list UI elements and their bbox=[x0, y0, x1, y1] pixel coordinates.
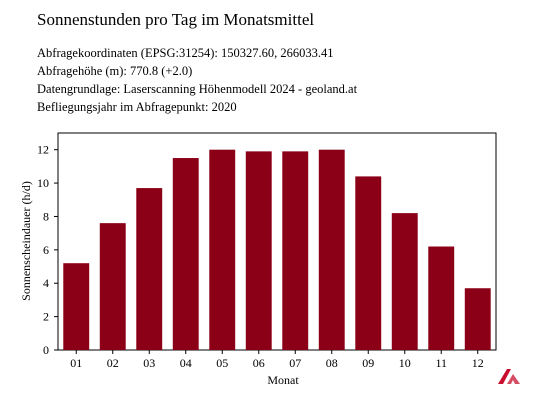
logo-mark-right bbox=[507, 374, 520, 384]
bar-07 bbox=[282, 151, 309, 350]
query-coordinates: Abfragekoordinaten (EPSG:31254): 150327.… bbox=[37, 46, 334, 60]
x-tick-label: 11 bbox=[435, 356, 447, 370]
x-tick-label: 12 bbox=[472, 356, 484, 370]
bar-11 bbox=[428, 246, 455, 350]
bar-02 bbox=[99, 223, 126, 350]
bar-09 bbox=[355, 176, 382, 350]
query-height: Abfragehöhe (m): 770.8 (+2.0) bbox=[37, 64, 193, 78]
logo-icon bbox=[498, 369, 520, 384]
bar-03 bbox=[136, 188, 163, 350]
x-tick-label: 03 bbox=[143, 356, 155, 370]
x-tick-label: 10 bbox=[399, 356, 411, 370]
bar-10 bbox=[391, 213, 418, 350]
y-tick-label: 10 bbox=[37, 176, 49, 190]
y-tick-label: 0 bbox=[43, 343, 49, 357]
y-axis-ticks: 0 2 4 6 8 10 12 bbox=[37, 143, 58, 357]
x-axis-label: Monat bbox=[267, 373, 299, 387]
x-tick-label: 01 bbox=[70, 356, 82, 370]
bar-01 bbox=[63, 263, 90, 350]
y-tick-label: 4 bbox=[43, 276, 49, 290]
bars-group bbox=[63, 149, 491, 350]
x-tick-label: 09 bbox=[362, 356, 374, 370]
logo-mark-left bbox=[498, 369, 511, 384]
x-tick-label: 02 bbox=[107, 356, 119, 370]
bar-12 bbox=[464, 288, 491, 350]
data-source: Datengrundlage: Laserscanning Höhenmodel… bbox=[37, 82, 358, 96]
y-tick-label: 2 bbox=[43, 310, 49, 324]
y-tick-label: 12 bbox=[37, 143, 49, 157]
y-tick-label: 8 bbox=[43, 209, 49, 223]
x-tick-label: 05 bbox=[216, 356, 228, 370]
bar-05 bbox=[209, 149, 236, 350]
x-axis-ticks: 01 02 03 04 05 06 07 08 09 10 11 12 bbox=[70, 350, 484, 370]
x-tick-label: 08 bbox=[326, 356, 338, 370]
bar-04 bbox=[172, 158, 199, 350]
chart-title: Sonnenstunden pro Tag im Monatsmittel bbox=[37, 10, 315, 29]
x-tick-label: 06 bbox=[253, 356, 265, 370]
bar-08 bbox=[318, 149, 345, 350]
y-axis-label: Sonnenscheindauer (h/d) bbox=[19, 181, 33, 301]
bar-06 bbox=[245, 151, 272, 350]
plot-area bbox=[57, 132, 497, 351]
y-tick-label: 6 bbox=[43, 243, 49, 257]
x-tick-label: 07 bbox=[289, 356, 301, 370]
flight-year: Befliegungsjahr im Abfragepunkt: 2020 bbox=[37, 100, 237, 114]
x-tick-label: 04 bbox=[180, 356, 192, 370]
